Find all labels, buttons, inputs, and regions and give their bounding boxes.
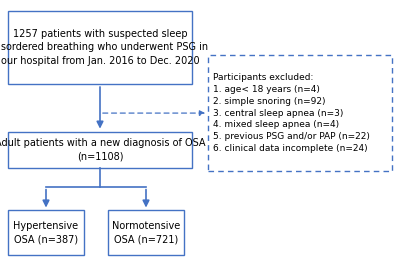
Text: Participants excluded:
1. age< 18 years (n=4)
2. simple snoring (n=92)
3. centra: Participants excluded: 1. age< 18 years … (213, 73, 370, 153)
FancyBboxPatch shape (8, 11, 192, 84)
FancyBboxPatch shape (208, 55, 392, 171)
FancyBboxPatch shape (8, 210, 84, 255)
Text: Hypertensive
OSA (n=387): Hypertensive OSA (n=387) (14, 221, 78, 244)
Text: Adult patients with a new diagnosis of OSA
(n=1108): Adult patients with a new diagnosis of O… (0, 138, 205, 161)
Text: 1257 patients with suspected sleep
disordered breathing who underwent PSG in
our: 1257 patients with suspected sleep disor… (0, 29, 208, 65)
FancyBboxPatch shape (8, 132, 192, 168)
FancyBboxPatch shape (108, 210, 184, 255)
Text: Normotensive
OSA (n=721): Normotensive OSA (n=721) (112, 221, 180, 244)
